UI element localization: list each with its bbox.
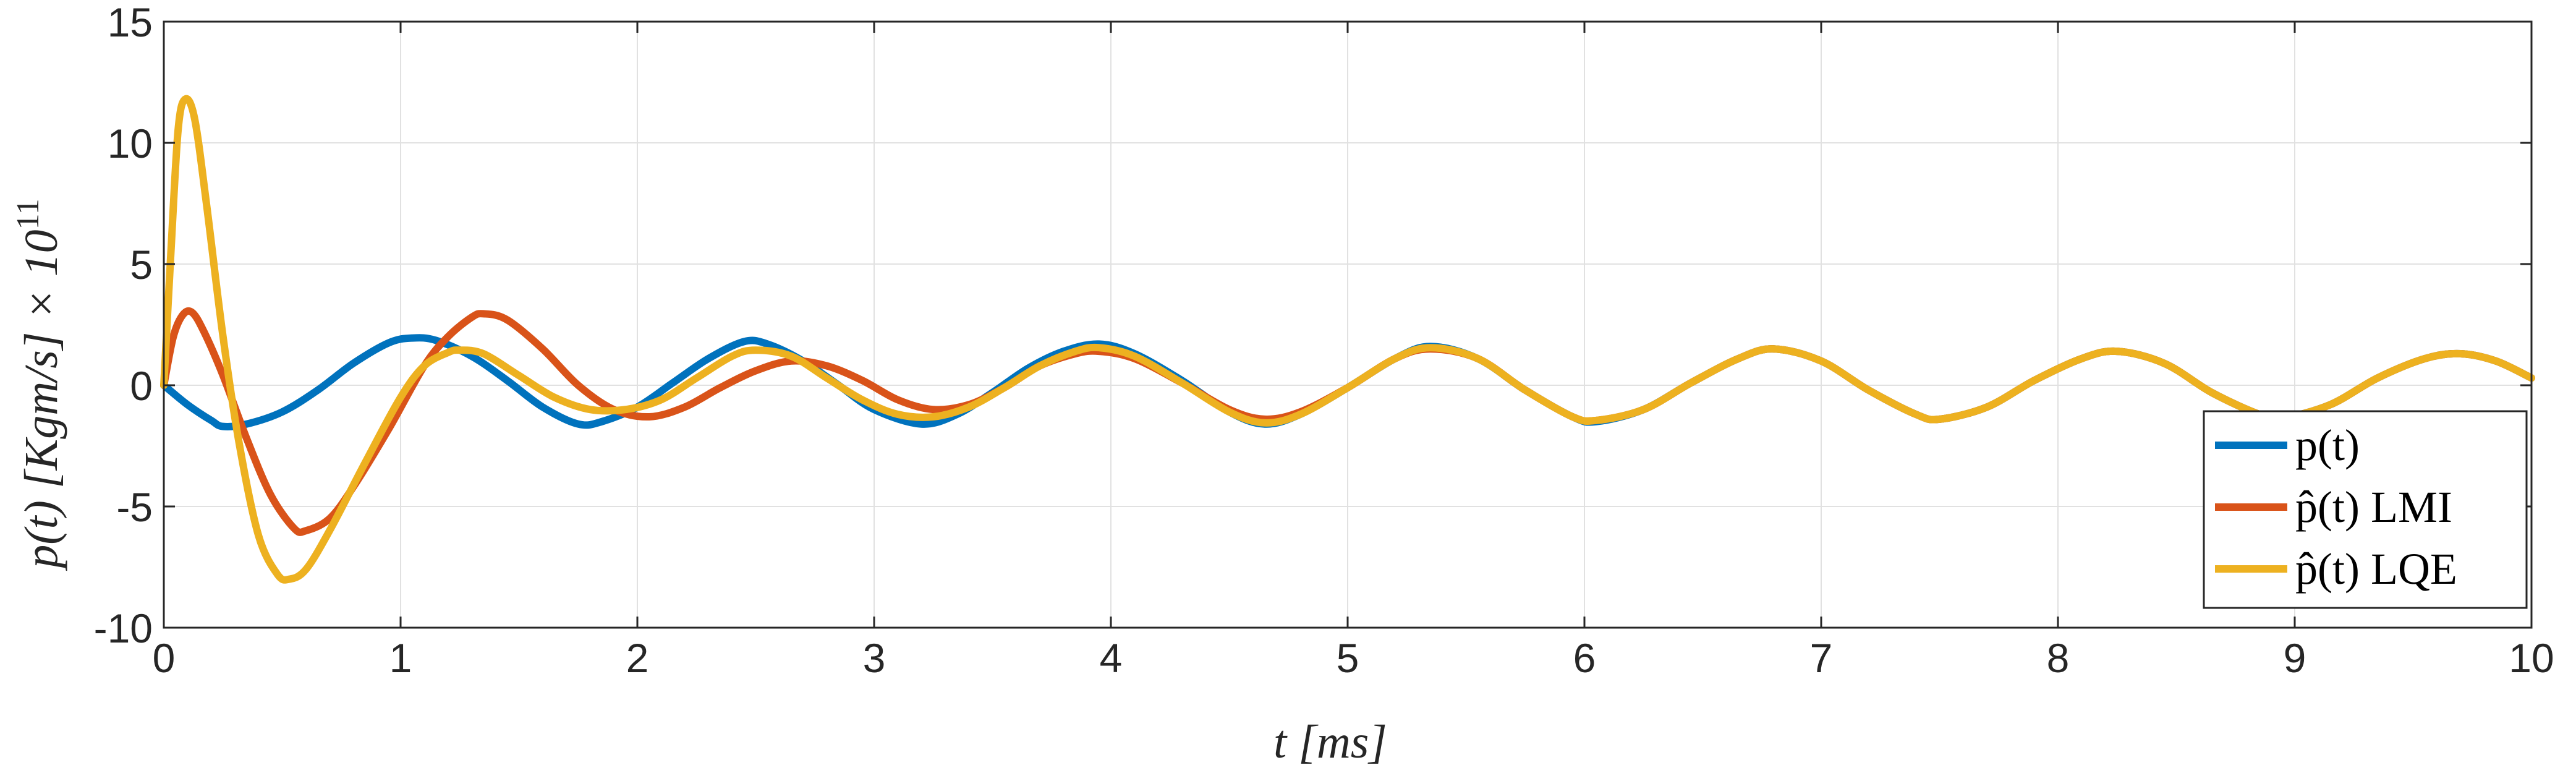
y-tick-label: 5 [130,242,153,288]
legend: p(t) p̂(t) LMI p̂(t) LQE [2203,410,2528,609]
y-axis-label: p(t) [Kgm/s] × 1011 [11,199,67,571]
x-tick-label: 5 [1337,635,1359,681]
x-tick-label: 6 [1573,635,1596,681]
x-tick-label: 7 [1810,635,1833,681]
legend-label: p(t) [2295,421,2360,470]
x-tick-label: 3 [863,635,886,681]
y-tick-label: 10 [108,121,153,166]
y-tick-label: 15 [108,0,153,45]
y-axis-label-main: p(t) [Kgm/s] × 10 [15,229,67,571]
x-tick-label: 0 [153,635,176,681]
axis-ticks: 0 1 2 3 4 5 6 7 8 9 10 15 10 5 0 -5 -10 [94,0,2554,681]
legend-label: p̂(t) LMI [2295,482,2452,532]
x-tick-label: 2 [626,635,649,681]
y-axis-label-exponent: 11 [11,199,46,229]
legend-label: p̂(t) LQE [2295,544,2457,594]
x-tick-label: 10 [2509,635,2554,681]
y-tick-label: -5 [116,484,153,530]
x-tick-label: 8 [2047,635,2070,681]
y-tick-label: -10 [94,605,153,651]
series-line-p-hat-lqe [160,95,2535,584]
x-tick-label: 4 [1100,635,1123,681]
x-tick-label: 9 [2284,635,2306,681]
x-axis-label: t [ms] [1273,716,1387,768]
y-tick-label: 0 [130,363,153,409]
series-lines [160,95,2535,584]
x-tick-label: 1 [389,635,412,681]
